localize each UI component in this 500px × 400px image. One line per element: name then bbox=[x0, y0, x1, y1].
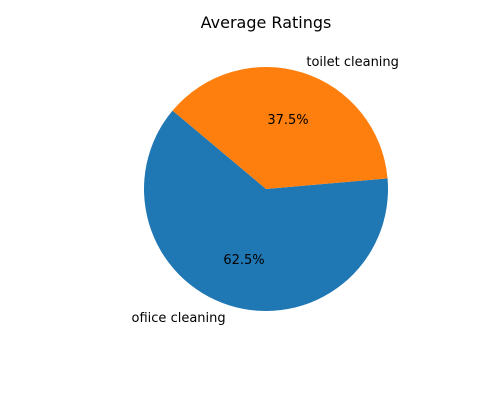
pie-pct-label-1: 37.5% bbox=[267, 113, 308, 128]
pie-slices bbox=[144, 66, 388, 311]
pie-labels: 62.5% ofiice cleaning 37.5% toilet cleaning bbox=[132, 55, 399, 326]
pie-slice-0 bbox=[144, 110, 388, 311]
pie-pct-label-0: 62.5% bbox=[223, 253, 264, 268]
pie-category-label-1: toilet cleaning bbox=[306, 55, 399, 70]
pie-slice-1 bbox=[172, 66, 388, 189]
chart-title: Average Ratings bbox=[201, 13, 332, 32]
pie-category-label-0: ofiice cleaning bbox=[132, 311, 226, 326]
